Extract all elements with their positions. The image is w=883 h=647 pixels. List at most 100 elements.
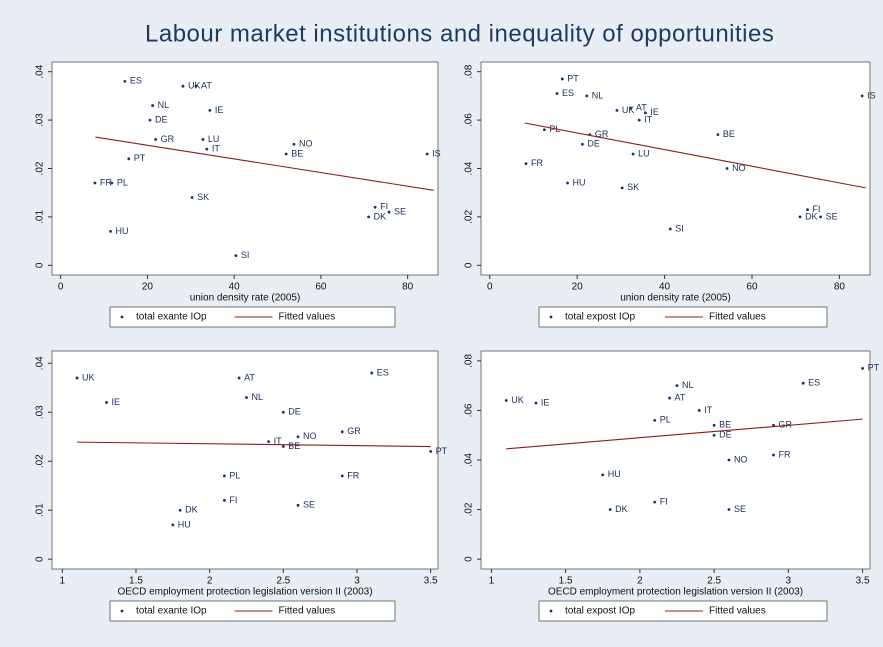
point-label: LU [208, 134, 220, 144]
point [668, 227, 672, 231]
point [237, 376, 241, 380]
point [725, 167, 729, 170]
y-tick-label: .08 [464, 64, 475, 78]
x-tick-label: 60 [315, 282, 327, 293]
point-label: IE [112, 397, 121, 407]
point [245, 396, 248, 399]
point [425, 152, 429, 156]
point-label: PL [117, 177, 128, 187]
legend-label: total exante IOp [136, 312, 207, 323]
point [194, 84, 198, 88]
point [631, 152, 635, 156]
point-label: DE [587, 139, 600, 149]
x-axis-label: union density rate (2005) [190, 293, 301, 304]
point-label: UK [82, 372, 95, 382]
fitted-line [77, 441, 431, 448]
point-label: PT [567, 73, 579, 83]
point-label: SE [303, 500, 315, 510]
point-label: IE [215, 105, 224, 115]
y-tick-label: .01 [35, 503, 46, 517]
x-tick-label: 3.5 [856, 576, 870, 587]
point-label: BE [288, 441, 300, 451]
y-tick-label: .04 [464, 453, 475, 467]
point [675, 384, 679, 388]
y-tick-label: 0 [35, 556, 46, 562]
point-label: AT [244, 372, 255, 382]
y-tick-label: .03 [35, 113, 46, 127]
point-label: DK [805, 211, 818, 221]
point [93, 181, 97, 185]
point [75, 376, 79, 380]
x-tick-label: 20 [572, 282, 584, 293]
point-label: SE [734, 504, 746, 514]
point-label: IT [704, 405, 713, 415]
point-label: PL [229, 470, 240, 480]
point [110, 181, 114, 185]
point-label: SI [241, 250, 250, 260]
point-label: AT [636, 102, 647, 112]
point-label: HU [608, 469, 621, 479]
legend-symbol [120, 315, 124, 319]
point [581, 142, 584, 146]
point [629, 106, 633, 110]
point [367, 215, 371, 219]
point-label: FR [778, 449, 790, 459]
point-label: GR [347, 426, 361, 436]
point [190, 196, 194, 199]
point-label: AT [201, 81, 212, 91]
point [429, 450, 433, 453]
point [154, 138, 158, 141]
point-label: SE [394, 206, 406, 216]
y-tick-label: .02 [35, 161, 46, 175]
page-title: Labour market institutions and inequalit… [145, 20, 774, 47]
point-label: DE [288, 407, 301, 417]
point-label: FR [531, 158, 543, 168]
y-tick-label: .04 [35, 356, 46, 370]
point-label: FI [229, 495, 237, 505]
legend-label: Fitted values [709, 312, 766, 323]
point-label: HU [573, 177, 586, 187]
point [109, 230, 112, 233]
point [178, 508, 182, 512]
x-tick-label: 2 [207, 576, 213, 587]
point-label: IT [212, 144, 221, 154]
point [697, 409, 701, 412]
point-label: AT [675, 392, 686, 402]
point-label: GR [778, 420, 792, 430]
fitted-line [95, 136, 434, 191]
point [123, 79, 127, 83]
point [653, 418, 657, 422]
legend-label: Fitted values [709, 606, 766, 617]
point [208, 109, 212, 112]
point-label: FI [380, 202, 388, 212]
point-label: IE [541, 397, 550, 407]
point-label: IS [867, 90, 876, 100]
point-label: DK [615, 504, 628, 514]
legend-symbol [549, 609, 553, 613]
point-label: DE [719, 430, 732, 440]
point-label: LU [638, 148, 650, 158]
point-label: HU [178, 519, 191, 529]
point-label: FI [812, 204, 820, 214]
point [668, 396, 671, 400]
point [387, 210, 391, 214]
point-label: NO [303, 431, 317, 441]
point [801, 381, 805, 385]
legend-label: Fitted values [279, 312, 336, 323]
point-label: SK [197, 192, 209, 202]
point-label: GR [595, 129, 609, 139]
legend-label: total expost IOp [565, 606, 635, 617]
y-tick-label: .02 [35, 454, 46, 468]
point-label: DE [155, 114, 168, 124]
point [127, 157, 131, 161]
point-label: ES [377, 367, 389, 377]
y-tick-label: .02 [464, 210, 475, 224]
point-label: UK [188, 81, 201, 91]
point-label: IE [650, 107, 659, 117]
point [281, 410, 285, 414]
point [534, 401, 538, 405]
point [181, 84, 185, 88]
point [201, 138, 205, 141]
x-tick-label: 40 [659, 282, 671, 293]
point-label: BE [723, 129, 735, 139]
